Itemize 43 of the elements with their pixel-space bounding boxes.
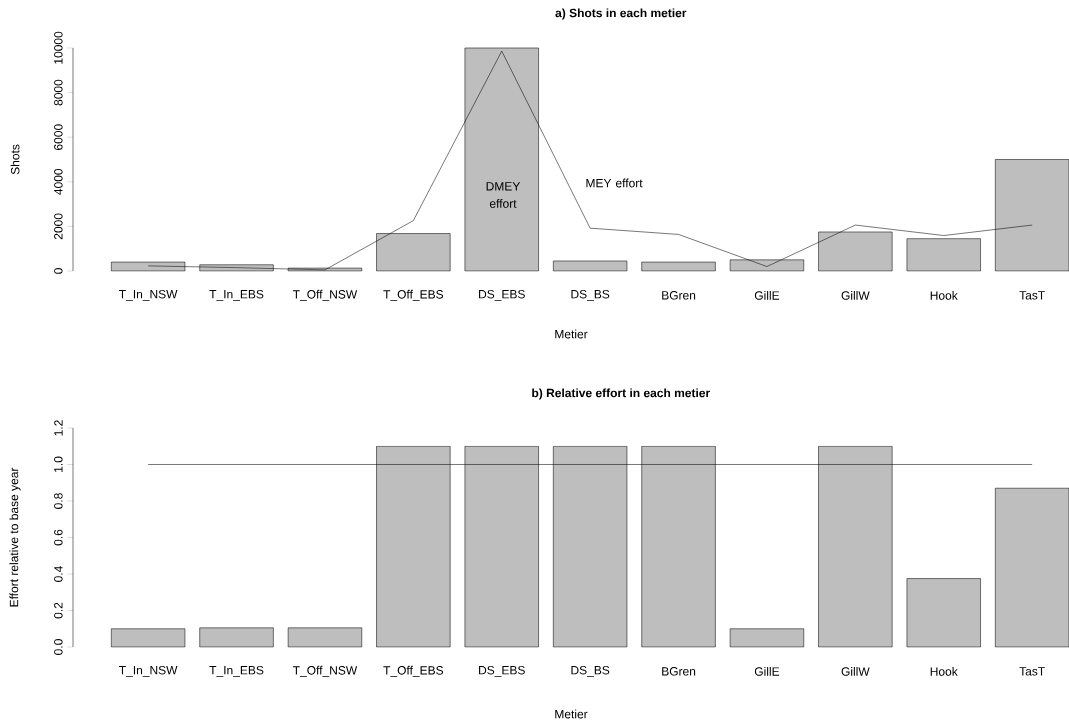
- y-tick-label: 0.4: [54, 566, 63, 582]
- y-tick-label: 6000: [54, 124, 63, 150]
- x-tick-label: BGren: [662, 667, 696, 676]
- x-tick-label: GillW: [841, 666, 870, 676]
- y-axis-title: Shots: [10, 144, 20, 175]
- y-tick-label: 2000: [54, 213, 63, 240]
- y-tick-label: 1.0: [54, 456, 63, 472]
- y-tick-label: 0.0: [54, 639, 63, 655]
- x-tick-label: T_Off_EBS: [383, 289, 444, 301]
- y-tick-label: 1.2: [54, 420, 63, 436]
- y-tick-label: 10000: [54, 31, 63, 64]
- x-tick-label: T_Off_EBS: [383, 665, 444, 677]
- y-axis-title: Effort relative to base year: [9, 467, 21, 607]
- x-tick-label: T_In_NSW: [119, 665, 178, 677]
- x-tick-label: T_Off_NSW: [292, 289, 358, 301]
- y-tick-label: 0: [54, 268, 63, 274]
- x-tick-label: TasT: [1019, 667, 1045, 676]
- x-tick-label: GillE: [754, 666, 780, 676]
- annotation: MEY effort: [586, 178, 643, 188]
- y-tick-label: 4000: [54, 168, 63, 195]
- x-axis-title: Metier: [555, 329, 588, 339]
- x-tick-label: BGren: [662, 291, 696, 300]
- x-tick-label: GillW: [841, 290, 870, 300]
- y-tick-label: 0.2: [54, 602, 63, 619]
- x-tick-label: DS_BS: [571, 289, 610, 301]
- y-tick-label: 0.6: [54, 529, 63, 546]
- chart-title: a) Shots in each metier: [555, 8, 687, 20]
- x-tick-label: DS_EBS: [479, 665, 525, 677]
- x-tick-label: DS_EBS: [479, 289, 525, 301]
- x-tick-label: Hook: [930, 290, 958, 300]
- x-tick-label: GillE: [754, 290, 780, 300]
- x-tick-label: T_Off_NSW: [292, 665, 358, 677]
- x-tick-label: TasT: [1019, 291, 1045, 300]
- x-tick-label: T_In_NSW: [119, 289, 178, 301]
- x-tick-label: T_In_EBS: [209, 665, 264, 677]
- annotation: DMEY effort: [486, 182, 521, 208]
- x-tick-label: DS_BS: [571, 665, 610, 677]
- x-axis-title: Metier: [555, 709, 588, 719]
- x-tick-label: Hook: [930, 666, 958, 676]
- y-tick-label: 8000: [54, 79, 63, 106]
- chart-title: b) Relative effort in each metier: [532, 388, 710, 400]
- y-tick-label: 0.8: [54, 493, 63, 509]
- x-tick-label: T_In_EBS: [209, 289, 264, 301]
